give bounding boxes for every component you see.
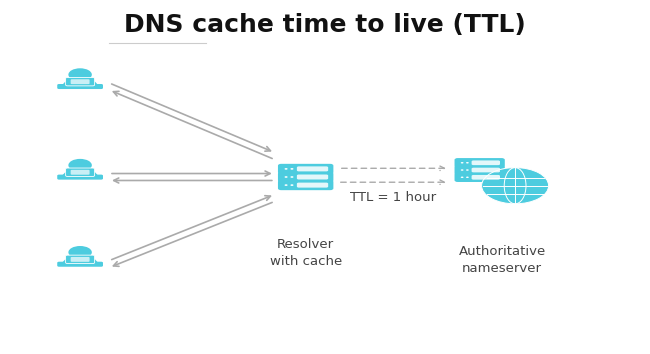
Circle shape [285,184,287,186]
Circle shape [291,168,294,170]
Text: TTL = 1 hour: TTL = 1 hour [350,191,436,204]
FancyBboxPatch shape [66,78,95,86]
FancyBboxPatch shape [278,180,333,190]
Circle shape [291,176,294,178]
Circle shape [285,168,287,170]
FancyBboxPatch shape [66,255,95,264]
Circle shape [461,169,463,171]
Circle shape [461,177,463,178]
Polygon shape [61,172,99,177]
Text: DNS cache time to live (TTL): DNS cache time to live (TTL) [124,13,526,37]
Polygon shape [61,81,99,86]
Text: Resolver
with cache: Resolver with cache [270,238,342,268]
FancyBboxPatch shape [57,175,103,179]
Circle shape [466,177,469,178]
Circle shape [466,169,469,171]
Circle shape [291,184,294,186]
FancyBboxPatch shape [57,262,103,267]
FancyBboxPatch shape [278,164,333,174]
FancyBboxPatch shape [297,175,328,179]
FancyBboxPatch shape [297,166,328,171]
FancyBboxPatch shape [472,160,500,165]
Text: Authoritative
nameserver: Authoritative nameserver [459,245,546,275]
FancyBboxPatch shape [297,183,328,188]
FancyBboxPatch shape [454,158,505,167]
FancyBboxPatch shape [278,172,333,182]
FancyBboxPatch shape [57,84,103,89]
FancyBboxPatch shape [71,257,90,262]
FancyBboxPatch shape [472,175,500,179]
FancyBboxPatch shape [66,168,95,176]
Circle shape [68,246,92,259]
Circle shape [466,162,469,164]
Circle shape [68,68,92,81]
FancyBboxPatch shape [454,173,505,182]
FancyBboxPatch shape [454,165,505,175]
Circle shape [68,159,92,172]
Circle shape [285,176,287,178]
Circle shape [461,162,463,164]
Circle shape [482,167,549,204]
FancyBboxPatch shape [71,170,90,175]
FancyBboxPatch shape [71,79,90,84]
Polygon shape [61,259,99,264]
FancyBboxPatch shape [472,168,500,172]
